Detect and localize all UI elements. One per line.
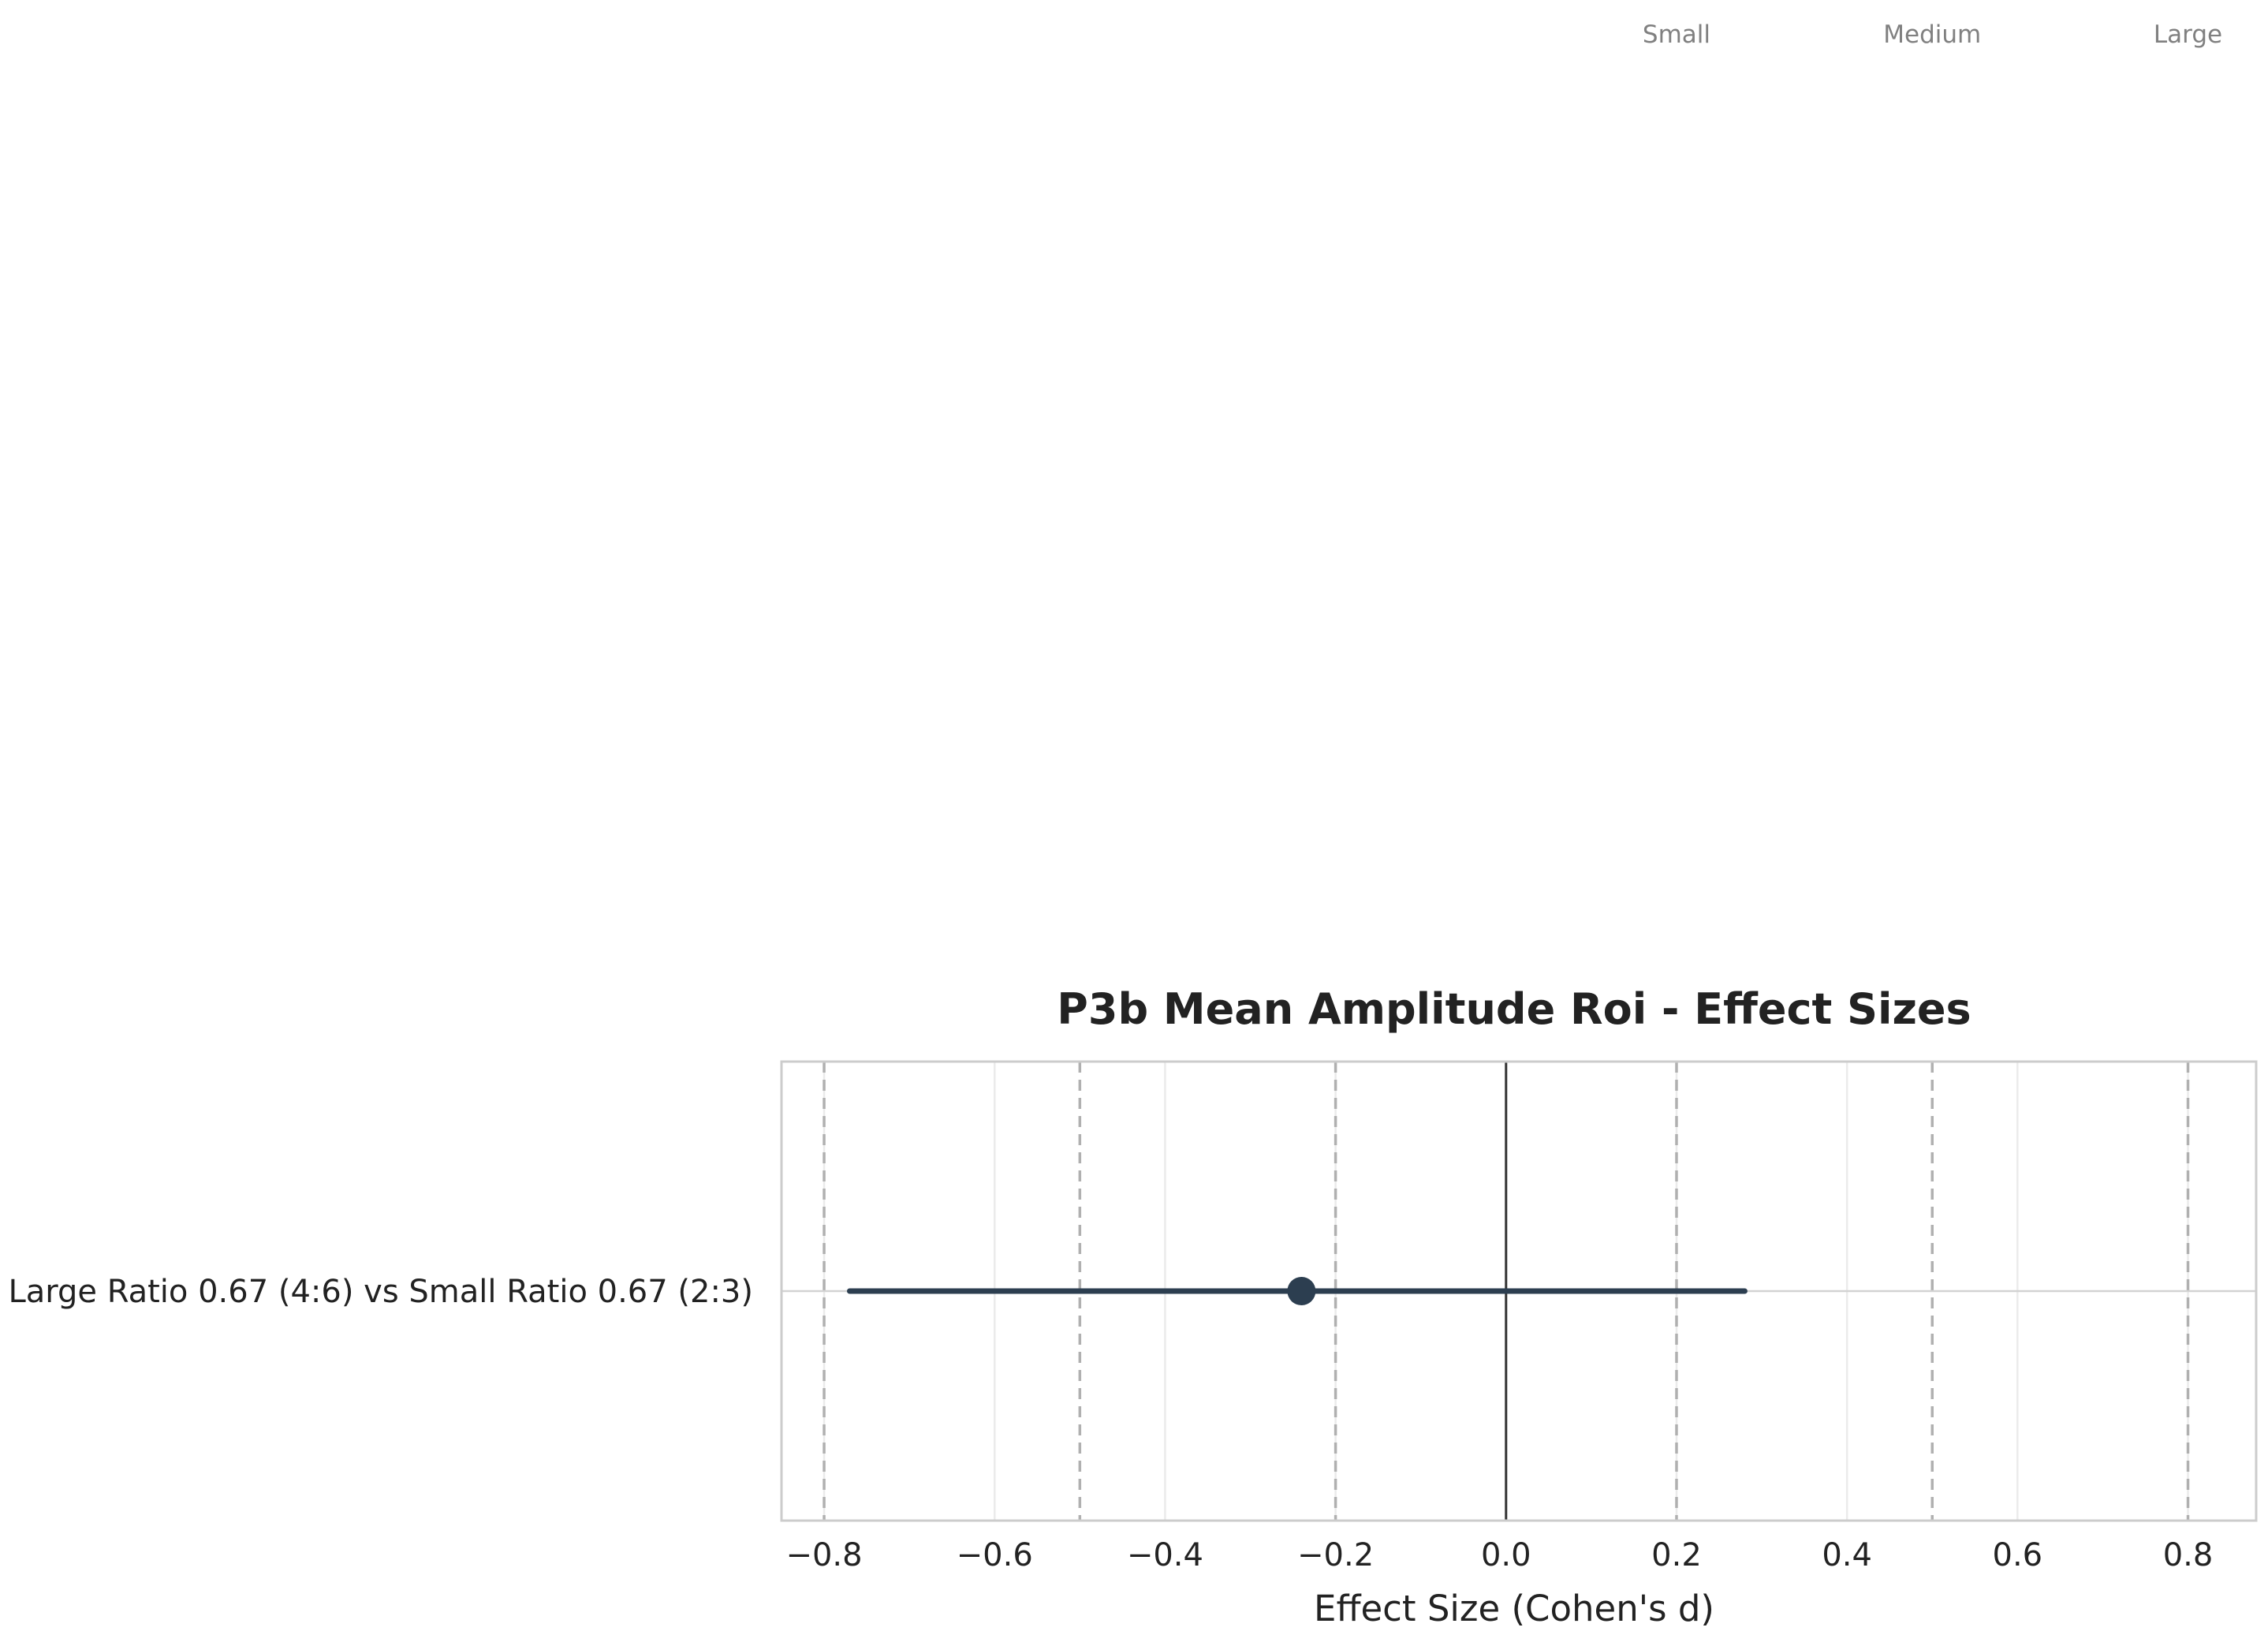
threshold-label: Small <box>1643 21 1710 49</box>
x-tick-label: 0.0 <box>1481 1537 1531 1573</box>
y-axis: Large Ratio 0.67 (4:6) vs Small Ratio 0.… <box>8 1274 753 1310</box>
chart-title: P3b Mean Amplitude Roi - Effect Sizes <box>1057 984 1971 1034</box>
effect-size-point <box>1287 1277 1316 1305</box>
x-tick-label: −0.4 <box>1127 1537 1203 1573</box>
x-axis-label: Effect Size (Cohen's d) <box>1314 1588 1714 1629</box>
x-tick-label: 0.6 <box>1993 1537 2043 1573</box>
threshold-label: Medium <box>1883 21 1981 49</box>
x-tick-label: −0.6 <box>957 1537 1033 1573</box>
threshold-labels: Small Medium Large <box>1643 21 2222 49</box>
x-axis: −0.8 −0.6 −0.4 −0.2 0.0 0.2 0.4 0.6 0.8 <box>785 1537 2213 1573</box>
plot-area <box>780 1060 2258 1522</box>
threshold-label: Large <box>2154 21 2222 49</box>
x-tick-label: −0.8 <box>785 1537 862 1573</box>
plot-frame <box>780 1060 2258 1522</box>
x-tick-label: 0.2 <box>1651 1537 1702 1573</box>
x-tick-label: −0.2 <box>1297 1537 1374 1573</box>
y-tick-label: Large Ratio 0.67 (4:6) vs Small Ratio 0.… <box>8 1274 753 1310</box>
x-tick-label: 0.8 <box>2163 1537 2214 1573</box>
threshold-lines <box>823 1062 2190 1521</box>
forest-marks <box>846 1277 1748 1305</box>
x-tick-label: 0.4 <box>1822 1537 1872 1573</box>
